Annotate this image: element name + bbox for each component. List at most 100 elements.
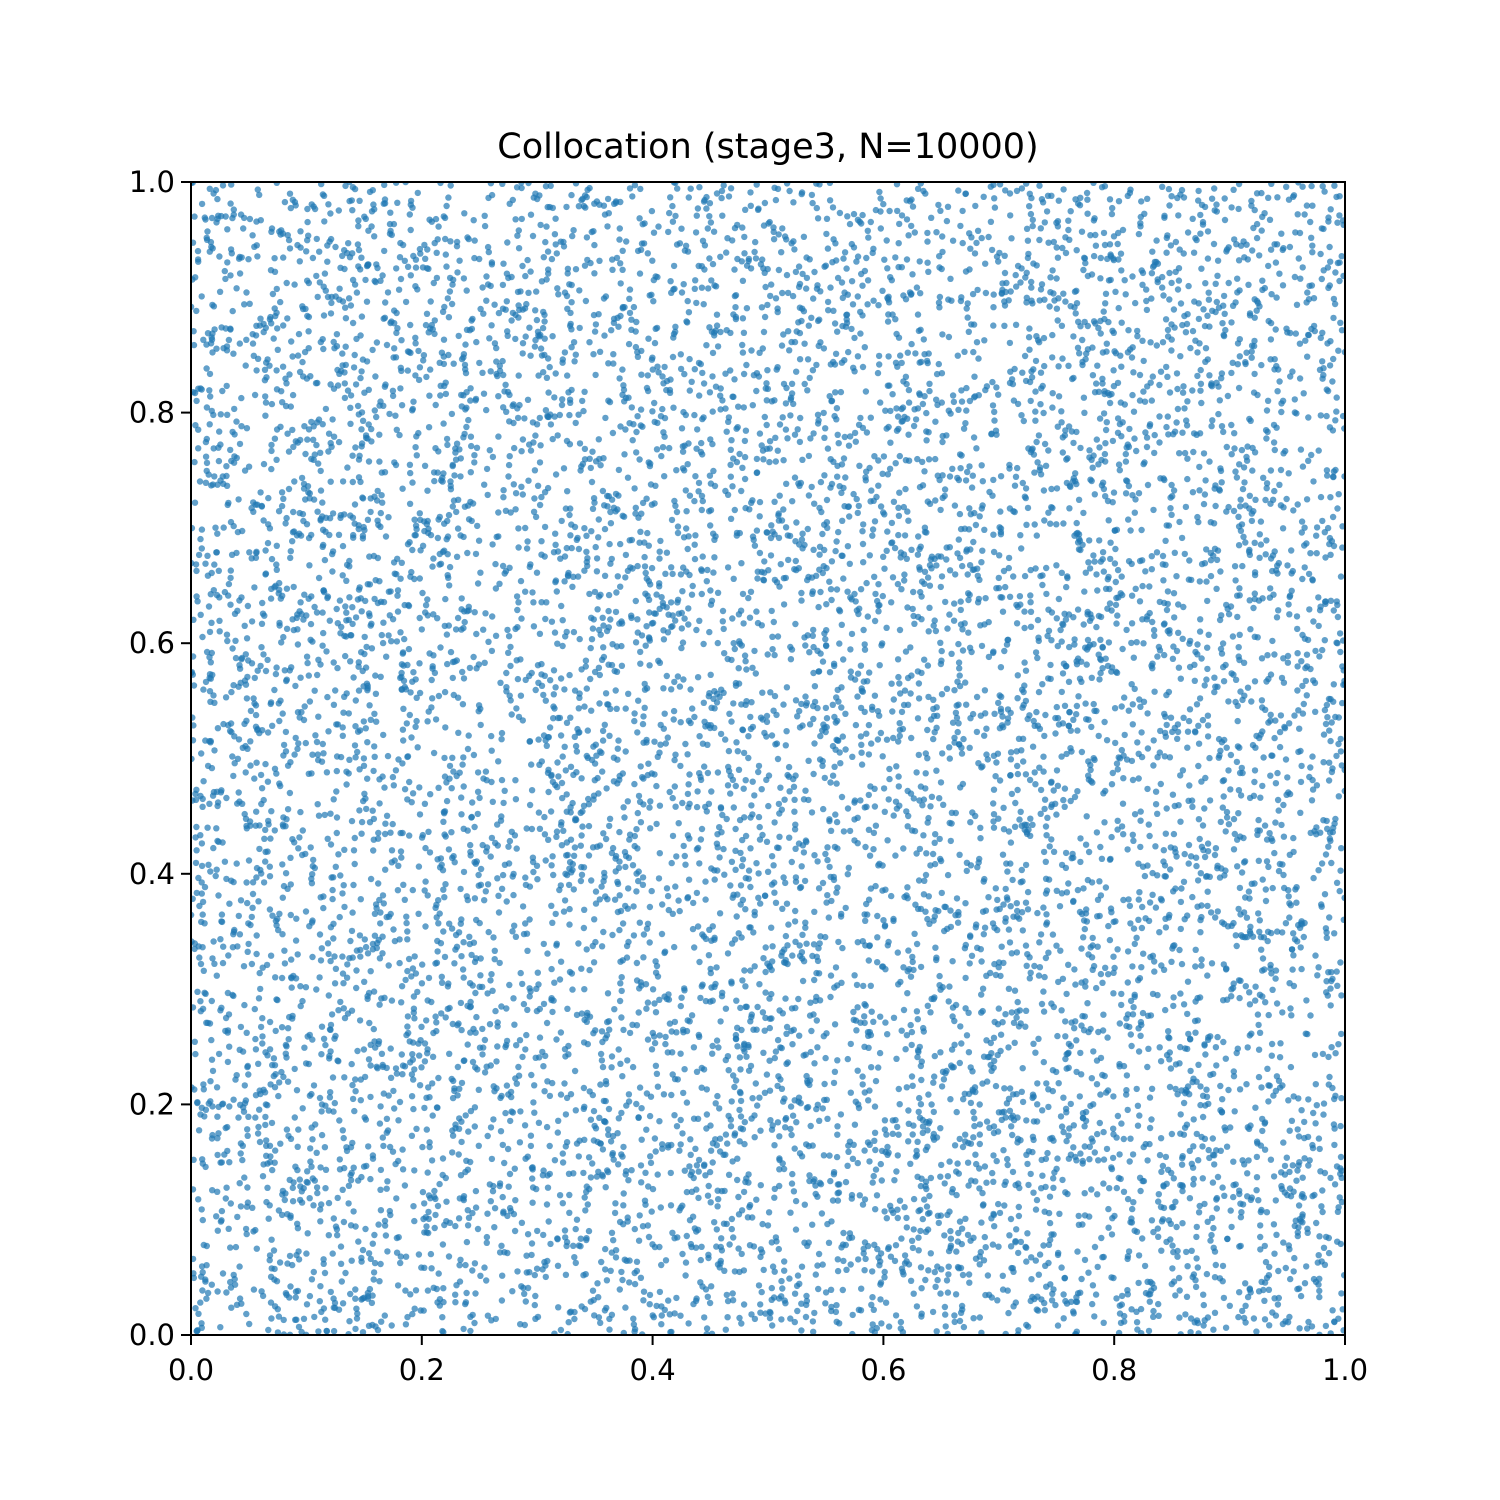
scatter-point (1058, 1264, 1065, 1271)
scatter-point (417, 516, 424, 524)
scatter-point (903, 1224, 910, 1231)
scatter-point (371, 710, 378, 717)
scatter-point (1280, 450, 1287, 457)
scatter-point (466, 664, 474, 672)
scatter-point (610, 1237, 617, 1244)
scatter-point (541, 553, 548, 560)
scatter-point (381, 314, 389, 321)
scatter-point (284, 1025, 292, 1032)
scatter-point (874, 736, 882, 743)
scatter-point (1170, 487, 1178, 494)
scatter-point (756, 1094, 763, 1101)
scatter-point (640, 931, 648, 938)
scatter-point (231, 760, 238, 767)
scatter-point (820, 409, 827, 417)
scatter-point (507, 509, 514, 516)
scatter-point (1066, 1125, 1073, 1132)
scatter-point (346, 756, 353, 763)
scatter-point (501, 1249, 508, 1256)
scatter-point (208, 482, 215, 489)
scatter-point (1126, 1158, 1133, 1165)
scatter-point (805, 322, 812, 329)
scatter-point (871, 1103, 879, 1110)
scatter-point (679, 639, 687, 646)
scatter-point (732, 847, 739, 854)
scatter-point (1016, 816, 1023, 823)
scatter-point (1100, 410, 1108, 417)
scatter-point (1301, 564, 1308, 571)
scatter-point (951, 600, 958, 607)
scatter-point (1295, 1133, 1303, 1140)
scatter-point (1309, 249, 1316, 256)
scatter-point (457, 473, 464, 480)
scatter-point (404, 967, 411, 975)
scatter-point (1060, 290, 1067, 297)
scatter-point (370, 1269, 378, 1276)
scatter-point (570, 227, 577, 234)
scatter-point (1338, 253, 1345, 260)
scatter-point (740, 620, 747, 627)
scatter-point (1278, 1169, 1285, 1176)
scatter-point (679, 1250, 686, 1258)
scatter-point (843, 1266, 850, 1274)
scatter-point (736, 816, 744, 824)
scatter-point (920, 796, 928, 803)
scatter-point (531, 495, 538, 502)
scatter-point (1111, 527, 1119, 534)
scatter-point (924, 574, 932, 581)
scatter-point (536, 459, 544, 466)
scatter-point (360, 1046, 368, 1053)
scatter-point (822, 425, 829, 432)
scatter-point (1252, 1104, 1259, 1111)
scatter-point (206, 185, 213, 192)
scatter-point (488, 647, 496, 655)
scatter-point (798, 1327, 805, 1334)
scatter-point (681, 987, 688, 994)
scatter-point (431, 669, 439, 677)
scatter-point (1139, 863, 1147, 870)
scatter-point (1123, 756, 1131, 763)
scatter-point (561, 1080, 568, 1087)
scatter-point (596, 257, 603, 264)
scatter-point (406, 832, 413, 839)
scatter-point (501, 1159, 508, 1167)
scatter-point (713, 311, 721, 318)
scatter-point (1242, 360, 1249, 368)
scatter-point (667, 1202, 675, 1209)
scatter-point (1099, 665, 1106, 672)
scatter-point (1266, 1322, 1273, 1329)
scatter-point (606, 822, 613, 830)
scatter-point (1305, 1096, 1312, 1103)
scatter-point (800, 233, 808, 240)
scatter-point (540, 369, 547, 376)
scatter-point (819, 762, 826, 769)
scatter-point (1202, 477, 1209, 484)
scatter-point (1137, 1032, 1144, 1040)
scatter-point (656, 850, 663, 857)
scatter-point (877, 1160, 884, 1168)
scatter-point (798, 1300, 805, 1307)
scatter-point (358, 426, 365, 433)
scatter-point (505, 843, 512, 850)
scatter-point (1087, 232, 1094, 239)
scatter-point (996, 725, 1004, 732)
scatter-point (965, 1009, 972, 1016)
scatter-point (739, 341, 746, 349)
scatter-point (955, 701, 962, 708)
scatter-point (634, 809, 641, 817)
scatter-point (236, 1263, 243, 1270)
scatter-point (285, 485, 293, 493)
scatter-point (771, 1142, 778, 1149)
scatter-point (768, 607, 775, 615)
scatter-point (333, 788, 340, 795)
scatter-point (424, 718, 431, 725)
scatter-point (281, 1196, 288, 1204)
scatter-point (442, 390, 450, 398)
scatter-point (878, 642, 885, 649)
scatter-point (609, 641, 616, 648)
scatter-point (1258, 655, 1266, 662)
scatter-point (1144, 481, 1152, 489)
scatter-point (1063, 1137, 1070, 1145)
scatter-point (953, 1248, 960, 1255)
scatter-point (696, 733, 703, 740)
